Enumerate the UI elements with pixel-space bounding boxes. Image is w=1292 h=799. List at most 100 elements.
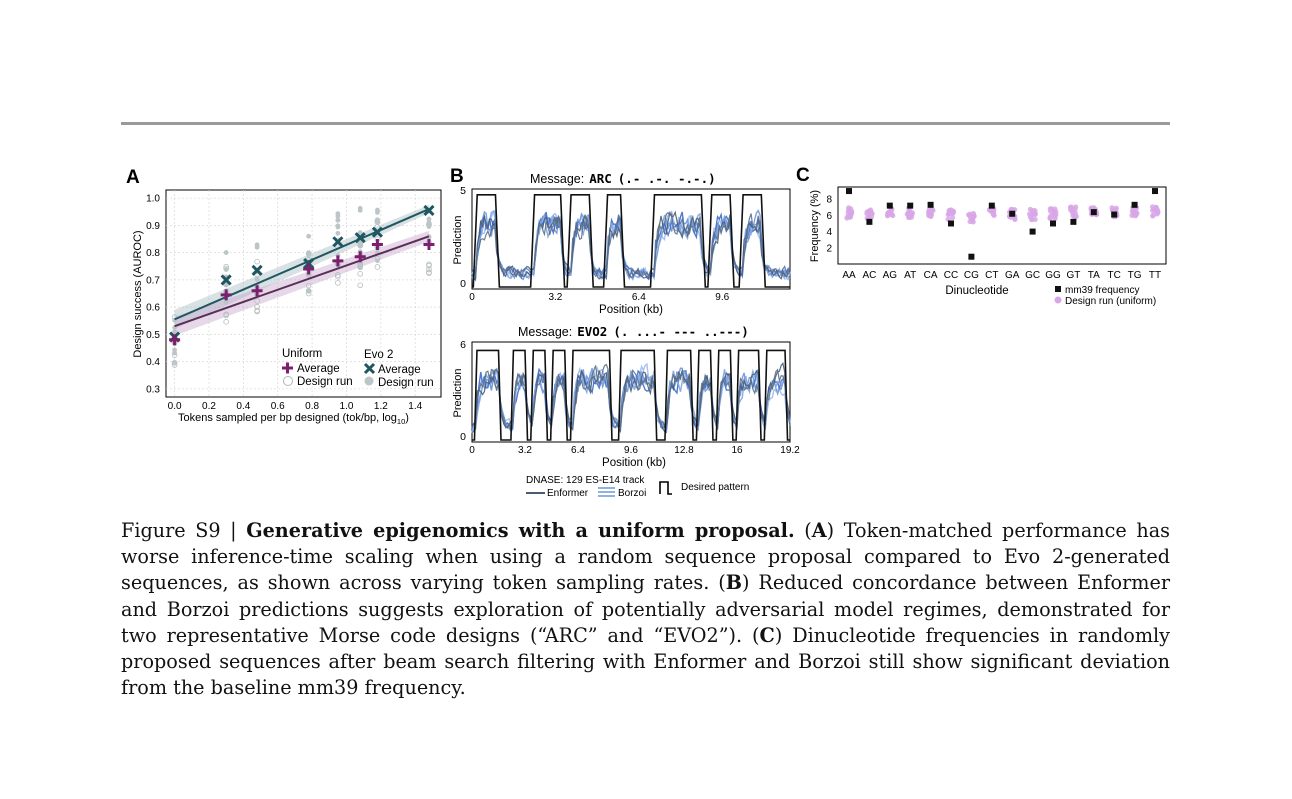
- uniform-design-run-point: [254, 308, 260, 315]
- design-run-point: [949, 215, 956, 221]
- panel-c-ylabel: Frequency (%): [809, 190, 821, 262]
- evo-design-run-point: [375, 220, 380, 226]
- evo-design-run-point: [357, 230, 363, 235]
- legend-enformer: Enformer: [547, 488, 589, 499]
- panel-b-bottom-frame: [471, 341, 791, 443]
- legend-uniform-run-marker: [283, 376, 293, 386]
- panel-a: A 1.0 0.9 0.8 0.7 0.6 0.5 0.4 0.3 0.0 0.…: [126, 167, 442, 426]
- caption-a-text: Token-matched performance has worse infe…: [121, 519, 1170, 595]
- panel-a-label: A: [126, 167, 140, 188]
- uniform-average-point: [303, 263, 315, 275]
- uniform-design-run-point: [335, 280, 341, 286]
- x-tick-label: AG: [883, 270, 898, 281]
- y-tick-label: 0.3: [146, 384, 160, 395]
- panel-a-xlabel: Tokens sampled per bp designed (tok/bp, …: [178, 412, 409, 426]
- legend-borzoi-lines: [598, 487, 615, 497]
- y-tick-label: 1.0: [146, 194, 160, 205]
- legend-evo-average: Average: [378, 364, 421, 376]
- legend-evo-run: Design run: [378, 377, 434, 389]
- message-morse: (. ...- --- ..---): [613, 324, 748, 339]
- evo-design-run-point: [306, 252, 312, 258]
- design-run-point: [1047, 215, 1053, 221]
- x-tick-label: 1.2: [374, 401, 388, 412]
- uniform-design-run-point: [254, 298, 260, 304]
- desired-pattern-line: [472, 349, 790, 441]
- x-tick-label: 9.6: [715, 292, 729, 303]
- x-tick-label: CA: [924, 270, 938, 281]
- uniform-design-run-point: [335, 272, 341, 278]
- uniform-design-run-point: [374, 264, 381, 270]
- mm39-frequency-point: [866, 218, 873, 225]
- mm39-frequency-point: [968, 253, 975, 260]
- mm39-frequency-point: [1090, 209, 1097, 216]
- mm39-frequency-point: [1009, 210, 1016, 217]
- y-tick-label: 0.8: [146, 248, 160, 259]
- evo-design-run-point: [335, 217, 341, 223]
- x-tick-label: GC: [1025, 270, 1040, 281]
- legend-evo-run-marker: [364, 376, 374, 386]
- message-word: ARC: [589, 171, 612, 186]
- legend-mm39: mm39 frequency: [1065, 285, 1139, 296]
- design-run-point: [946, 210, 952, 217]
- evo-design-run-point: [357, 264, 363, 270]
- panel-b-bottom-xticks: 0 3.2 6.4 9.6 12.8 16 19.2: [469, 445, 800, 456]
- x-tick-label: 9.6: [624, 445, 638, 456]
- uniform-average-point: [332, 255, 344, 267]
- x-tick-label: CG: [964, 270, 979, 281]
- x-tick-label: 0: [469, 445, 475, 456]
- design-run-point: [1150, 212, 1156, 219]
- x-tick-label: 3.2: [548, 292, 562, 303]
- panel-a-frame: [165, 189, 442, 398]
- x-tick-label: CC: [944, 270, 958, 281]
- uniform-average-point: [220, 289, 232, 301]
- legend-borzoi: Borzoi: [618, 488, 646, 499]
- uniform-design-run-point: [426, 266, 432, 273]
- mm39-frequency-point: [948, 220, 954, 227]
- legend-evo-average-marker: [363, 362, 376, 375]
- mm39-frequency-point: [846, 188, 852, 195]
- x-tick-label: 1.4: [408, 401, 422, 412]
- x-tick-label: CT: [985, 270, 998, 281]
- evo-design-run-point: [426, 216, 432, 222]
- uniform-design-run-point: [223, 311, 229, 318]
- panel-a-plot: [169, 204, 435, 368]
- panel-b-bottom-plot: [471, 349, 791, 441]
- panel-c: C 8 6 4 2 Frequency (%) AA AC AG AT CA C…: [796, 165, 1167, 307]
- enformer-prediction-line: [471, 211, 791, 280]
- evo-design-run-point: [306, 233, 312, 239]
- design-run-point: [909, 211, 915, 218]
- uniform-average-point: [354, 251, 366, 263]
- legend-design-marker: [1054, 296, 1062, 304]
- x-tick-label: 0.2: [202, 401, 216, 412]
- design-run-point: [1030, 207, 1036, 214]
- uniform-design-run-point: [426, 262, 432, 269]
- legend-uniform-title: Uniform: [282, 348, 322, 360]
- y-tick-label: 0.4: [146, 357, 160, 368]
- caption-b-label: B: [725, 571, 742, 595]
- caption-fig-number: Figure S9 |: [121, 519, 237, 542]
- x-tick-label: GA: [1005, 270, 1020, 281]
- x-tick-label: AT: [904, 270, 916, 281]
- evo-design-run-point: [254, 276, 260, 282]
- design-run-point: [1129, 208, 1136, 214]
- y-tick-label: 0.5: [146, 330, 160, 341]
- x-tick-label: 6.4: [632, 292, 646, 303]
- evo-average-point: [423, 204, 435, 216]
- panel-b-bottom-ylabel: Prediction: [452, 369, 464, 418]
- x-tick-label: 0: [469, 292, 475, 303]
- panel-a-xticks: 0.0 0.2 0.4 0.6 0.8 1.0 1.2 1.4: [168, 401, 423, 412]
- legend-track: DNASE: 129 ES-E14 track: [526, 475, 645, 486]
- evo-design-run-point: [172, 329, 177, 335]
- legend-uniform-run: Design run: [297, 376, 353, 388]
- evo-design-run-point: [375, 210, 380, 215]
- x-tick-label: AA: [842, 270, 856, 281]
- panel-b-top-frame: [471, 188, 791, 290]
- y-tick-label: 0.9: [146, 221, 160, 232]
- evo-design-run-point: [357, 243, 363, 249]
- x-tick-label: AC: [862, 270, 876, 281]
- panel-c-label: C: [796, 165, 810, 186]
- evo-average-point: [371, 226, 383, 238]
- panel-b-bottom-title: Message: EVO2 (. ...- --- ..---): [518, 324, 749, 339]
- mm39-frequency-point: [1152, 188, 1158, 195]
- x-tick-label: 0.6: [271, 401, 285, 412]
